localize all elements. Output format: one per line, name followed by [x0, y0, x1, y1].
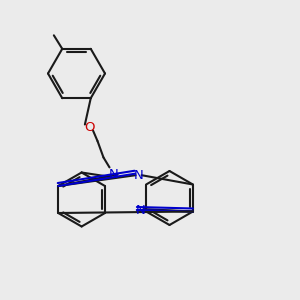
Text: N: N [134, 169, 143, 182]
Text: N: N [136, 204, 145, 217]
Text: O: O [84, 121, 95, 134]
Text: N: N [109, 168, 119, 181]
